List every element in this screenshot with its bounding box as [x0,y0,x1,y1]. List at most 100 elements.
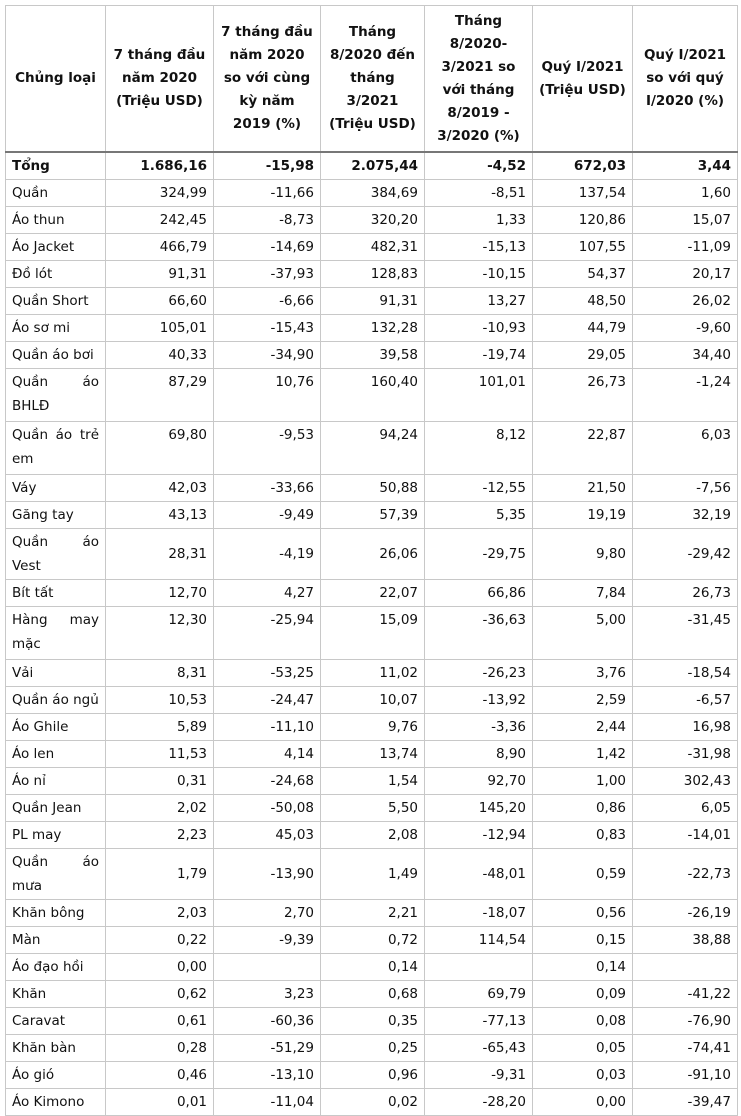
category-cell: Hàng may mặc [5,606,106,660]
value-cell: 8,90 [424,740,533,768]
value-cell: -1,24 [632,368,738,422]
value-cell: 0,46 [105,1061,214,1089]
value-cell: -11,04 [213,1088,321,1116]
value-cell: -31,45 [632,606,738,660]
value-cell: -14,01 [632,821,738,849]
value-cell: 94,24 [320,421,425,475]
value-cell: 132,28 [320,314,425,342]
value-cell: -7,56 [632,474,738,502]
value-cell: 50,88 [320,474,425,502]
category-cell: Tổng [5,151,106,180]
table-row: Khăn bông 2,03 2,70 2,21 -18,07 0,56 -26,19 [5,899,738,927]
table-row: Áo nỉ 0,31 -24,68 1,54 92,70 1,00 302,43 [5,767,738,795]
value-cell: -11,09 [632,233,738,261]
value-cell: 0,86 [532,794,633,822]
table-row: Quần áo BHLĐ 87,29 10,76 160,40 101,01 26,73-… [5,368,738,422]
value-cell: 26,73 [632,579,738,607]
value-cell: 0,68 [320,980,425,1008]
value-cell: 9,76 [320,713,425,741]
category-cell: Váy [5,474,106,502]
value-cell: 302,43 [632,767,738,795]
category-cell: Khăn [5,980,106,1008]
value-cell: 3,23 [213,980,321,1008]
value-cell: 3,44 [632,151,738,180]
value-cell: 0,25 [320,1034,425,1062]
header-cell: Quý I/2021 so với quý I/2020 (%) [632,5,738,153]
value-cell: 26,06 [320,528,425,580]
value-cell: -50,08 [213,794,321,822]
value-cell: 10,76 [213,368,321,422]
value-cell: 242,45 [105,206,214,234]
value-cell: 2,08 [320,821,425,849]
value-cell: 1,00 [532,767,633,795]
table-row: Khăn bàn 0,28 -51,29 0,25 -65,43 0,05 -74,41 [5,1034,738,1062]
value-cell: 42,03 [105,474,214,502]
value-cell: -53,25 [213,659,321,687]
value-cell: 0,28 [105,1034,214,1062]
value-cell: -11,10 [213,713,321,741]
value-cell: 8,12 [424,421,533,475]
value-cell: 19,19 [532,501,633,529]
table-row: Áo sơ mi 105,01 -15,43 132,28 -10,93 44,79 -9,… [5,314,738,342]
value-cell: 1,79 [105,848,214,900]
value-cell: -41,22 [632,980,738,1008]
value-cell: -4,52 [424,151,533,180]
category-cell: Quần áo BHLĐ [5,368,106,422]
value-cell: 66,60 [105,287,214,315]
value-cell: 28,31 [105,528,214,580]
table-row: Quần Jean 2,02 -50,08 5,50 145,20 0,86 6,05 [5,794,738,822]
value-cell: -19,74 [424,341,533,369]
value-cell: 1,33 [424,206,533,234]
value-cell: 5,89 [105,713,214,741]
value-cell: -12,94 [424,821,533,849]
value-cell: -8,73 [213,206,321,234]
value-cell: 114,54 [424,926,533,954]
value-cell [632,953,738,981]
value-cell: -25,94 [213,606,321,660]
value-cell: -34,90 [213,341,321,369]
value-cell: -9,53 [213,421,321,475]
value-cell: 43,13 [105,501,214,529]
value-cell: 16,98 [632,713,738,741]
category-cell: Quần áo trẻ em [5,421,106,475]
category-cell: Khăn bông [5,899,106,927]
category-cell: Bít tất [5,579,106,607]
value-cell: 34,40 [632,341,738,369]
value-cell: 57,39 [320,501,425,529]
value-cell: 137,54 [532,179,633,207]
value-cell: 324,99 [105,179,214,207]
table-row: Tổng 1.686,16 -15,98 2.075,44 -4,52 672,03 3,4… [5,151,738,180]
value-cell: -26,19 [632,899,738,927]
value-cell: 672,03 [532,151,633,180]
value-cell: 0,00 [105,953,214,981]
value-cell: 10,07 [320,686,425,714]
category-cell: Áo Ghile [5,713,106,741]
value-cell: -36,63 [424,606,533,660]
value-cell: 10,53 [105,686,214,714]
value-cell: 0,15 [532,926,633,954]
value-cell: 39,58 [320,341,425,369]
category-cell: Áo Jacket [5,233,106,261]
value-cell: -33,66 [213,474,321,502]
header-cell: Tháng 8/2020-3/2021 so với tháng 8/2019 … [424,5,533,153]
header-cell: Quý I/2021 (Triệu USD) [532,5,633,153]
value-cell: 3,76 [532,659,633,687]
value-cell: 0,59 [532,848,633,900]
value-cell: 38,88 [632,926,738,954]
header-row: Chủng loại 7 tháng đầu năm 2020 (Triệu US… [5,5,738,153]
category-cell: Đồ lót [5,260,106,288]
table-row: Vải 8,31 -53,25 11,02 -26,23 3,76 -18,54 [5,659,738,687]
value-cell: 9,80 [532,528,633,580]
value-cell: 91,31 [320,287,425,315]
table-row: Áo Kimono 0,01 -11,04 0,02 -28,20 0,00 -39,47 [5,1088,738,1116]
table-row: Áo gió 0,46 -13,10 0,96 -9,31 0,03 -91,10 [5,1061,738,1089]
value-cell: 15,07 [632,206,738,234]
value-cell: 1.686,16 [105,151,214,180]
value-cell [424,953,533,981]
value-cell: 0,09 [532,980,633,1008]
header-cell: 7 tháng đầu năm 2020 so với cùng kỳ năm … [213,5,321,153]
value-cell: 21,50 [532,474,633,502]
category-cell: Quần áo mưa [5,848,106,900]
value-cell: 44,79 [532,314,633,342]
value-cell: 0,56 [532,899,633,927]
